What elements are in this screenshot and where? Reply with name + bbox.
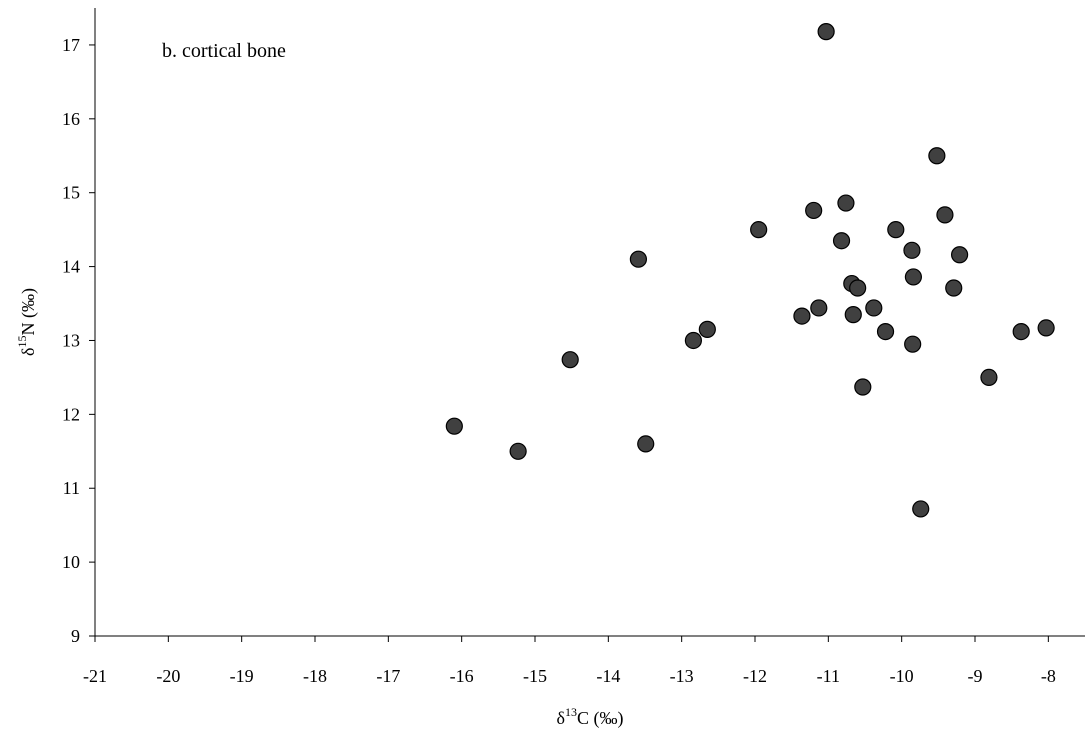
data-point — [936, 206, 954, 224]
data-point — [945, 279, 963, 297]
data-point — [637, 435, 655, 453]
y-tick-label: 12 — [62, 404, 80, 424]
data-point — [698, 320, 716, 338]
data-point — [793, 307, 811, 325]
data-point — [887, 221, 905, 239]
data-point — [837, 194, 855, 212]
data-point — [810, 299, 828, 317]
x-tick-label: -15 — [523, 666, 547, 686]
data-point — [805, 201, 823, 220]
x-tick-label: -9 — [968, 666, 983, 686]
data-point — [1012, 323, 1030, 341]
y-tick-label: 10 — [62, 552, 80, 572]
y-tick-label: 17 — [62, 35, 80, 55]
data-point — [912, 500, 930, 518]
data-point — [832, 232, 851, 250]
data-point — [865, 299, 883, 317]
data-point — [904, 335, 922, 353]
x-ticks: -21 -20 -19 -18 -17 -16 -15 -14 -13 -12 -11 -10 -9 -8 — [83, 636, 1056, 686]
data-point — [854, 378, 872, 396]
x-tick-label: -16 — [450, 666, 474, 686]
data-point — [980, 368, 998, 387]
x-tick-label: -20 — [156, 666, 180, 686]
data-point — [844, 306, 862, 324]
data-point — [904, 268, 923, 286]
data-point — [750, 221, 768, 239]
x-tick-label: -17 — [376, 666, 400, 686]
data-point — [876, 323, 895, 341]
data-points — [445, 23, 1055, 518]
x-tick-label: -8 — [1041, 666, 1056, 686]
x-tick-label: -13 — [670, 666, 694, 686]
data-point — [849, 279, 867, 297]
y-tick-label: 13 — [62, 330, 80, 350]
data-point — [561, 351, 579, 369]
data-point — [928, 147, 946, 165]
x-tick-label: -11 — [817, 666, 840, 686]
data-point — [903, 241, 921, 259]
x-tick-label: -19 — [230, 666, 254, 686]
x-tick-label: -10 — [890, 666, 914, 686]
data-point — [817, 23, 835, 41]
chart-annotation: b. cortical bone — [162, 40, 286, 62]
y-tick-label: 9 — [71, 626, 80, 646]
x-tick-label: -21 — [83, 666, 107, 686]
y-tick-label: 14 — [62, 257, 80, 277]
x-tick-label: -18 — [303, 666, 327, 686]
data-point — [509, 442, 527, 460]
data-point — [684, 331, 703, 350]
data-point — [950, 246, 969, 264]
y-tick-label: 11 — [63, 478, 80, 498]
y-tick-label: 15 — [62, 183, 80, 203]
y-tick-label: 16 — [62, 109, 80, 129]
y-axis-title: δ15N (‰) — [15, 288, 39, 356]
y-ticks: 9 10 11 12 13 14 15 16 17 — [62, 35, 95, 646]
data-point — [629, 250, 648, 268]
x-tick-label: -14 — [596, 666, 620, 686]
x-tick-label: -12 — [743, 666, 767, 686]
data-point — [1037, 319, 1055, 337]
x-axis-title: δ13C (‰) — [557, 705, 624, 729]
data-point — [445, 417, 463, 435]
